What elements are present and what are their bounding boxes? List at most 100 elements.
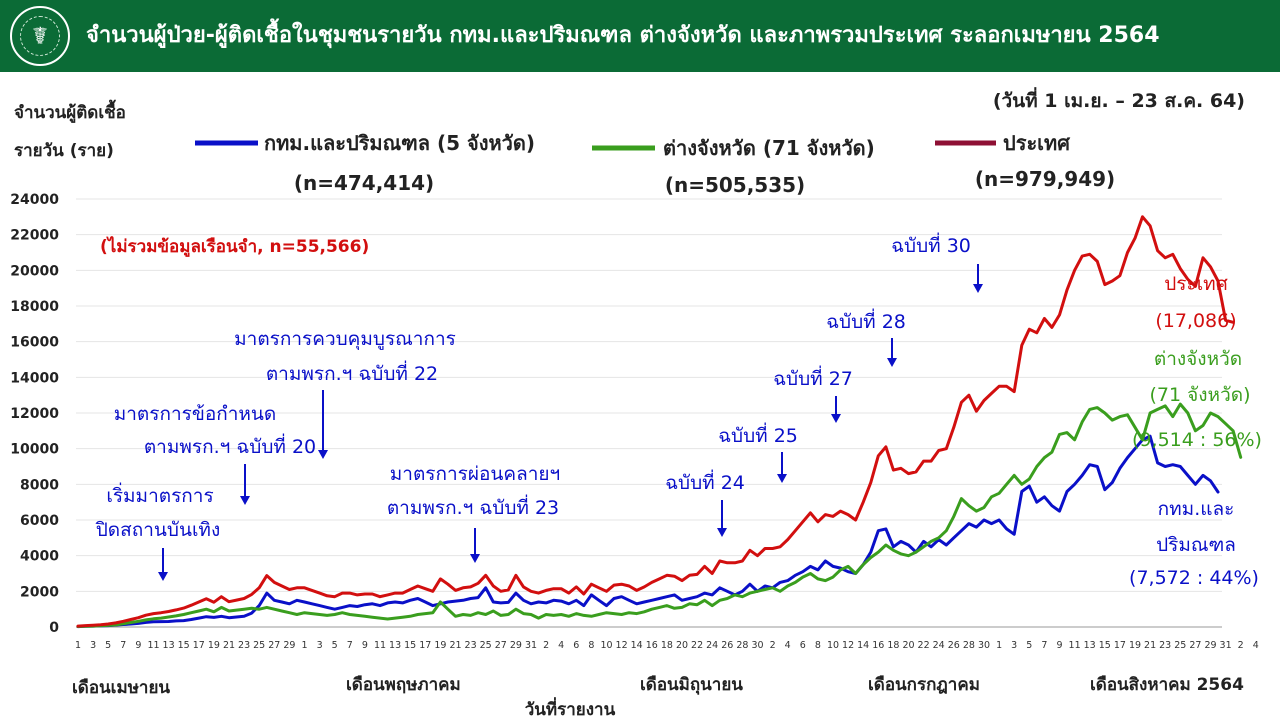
exclusion-note: (ไม่รวมข้อมูลเรือนจำ, n=55,566) — [100, 236, 369, 258]
annotation-decree-22: มาตรการควบคุมบูรณาการ ตามพรก.ฯ ฉบับที่ 2… — [234, 328, 456, 459]
x-tick-label: 24 — [933, 640, 945, 651]
legend-n-bkk: (n=474,414) — [294, 171, 434, 195]
gridlines — [76, 198, 1222, 592]
y-tick-label: 22000 — [10, 228, 59, 244]
end-label-bkk-line-3: (7,572 : 44%) — [1129, 567, 1259, 589]
annotation-decree-23-line-2: ตามพรก.ฯ ฉบับที่ 23 — [387, 494, 559, 519]
month-label-april: เดือนเมษายน — [72, 677, 170, 698]
x-tick-label: 25 — [1174, 640, 1186, 651]
end-label-country-line-2: (17,086) — [1155, 310, 1236, 332]
y-tick-label: 24000 — [10, 192, 59, 208]
end-label-bkk: กทม.และ ปริมณฑล (7,572 : 44%) — [1129, 498, 1259, 589]
x-tick-label: 14 — [857, 640, 869, 651]
page-title: จำนวนผู้ป่วย-ผู้ติดเชื้อในชุมชนรายวัน กท… — [86, 23, 1160, 48]
x-tick-label: 10 — [600, 640, 612, 651]
x-tick-label: 30 — [978, 640, 990, 651]
x-tick-label: 15 — [178, 640, 190, 651]
x-tick-label: 20 — [902, 640, 914, 651]
x-tick-label: 5 — [1026, 640, 1032, 651]
y-tick-label: 18000 — [10, 299, 59, 315]
x-tick-label: 6 — [573, 640, 579, 651]
x-tick-label: 2 — [1238, 640, 1244, 651]
x-tick-label: 2 — [770, 640, 776, 651]
header-bar: ☤ จำนวนผู้ป่วย-ผู้ติดเชื้อในชุมชนรายวัน … — [0, 0, 1280, 72]
x-tick-label: 18 — [661, 640, 673, 651]
x-tick-label: 1 — [996, 640, 1002, 651]
x-tick-label: 15 — [404, 640, 416, 651]
annotation-decree-28-arrowhead — [887, 358, 897, 367]
x-tick-label: 13 — [1084, 640, 1096, 651]
y-tick-label: 8000 — [20, 477, 59, 493]
series-lines — [76, 215, 1243, 629]
x-tick-label: 14 — [631, 640, 643, 651]
x-tick-label: 11 — [374, 640, 386, 651]
x-tick-label: 5 — [105, 640, 111, 651]
legend: กทม.และปริมณฑล (5 จังหวัด) (n=474,414) ต… — [195, 131, 1115, 197]
x-tick-label: 20 — [676, 640, 688, 651]
y-tick-label: 20000 — [10, 263, 59, 279]
legend-label-provinces: ต่างจังหวัด (71 จังหวัด) — [663, 136, 875, 160]
x-tick-label: 10 — [827, 640, 839, 651]
annotation-decree-24-arrowhead — [717, 528, 727, 537]
x-tick-label: 29 — [283, 640, 295, 651]
x-tick-label: 17 — [193, 640, 205, 651]
x-tick-label: 7 — [347, 640, 353, 651]
y-axis-label-line-2: รายวัน (ราย) — [14, 141, 114, 161]
legend-n-provinces: (n=505,535) — [665, 173, 805, 197]
annotation-decree-25: ฉบับที่ 25 — [718, 422, 798, 483]
x-tick-label: 9 — [135, 640, 141, 651]
x-tick-label: 12 — [842, 640, 854, 651]
end-label-provinces: ต่างจังหวัด (71 จังหวัด) (9,514 : 56%) — [1132, 348, 1262, 451]
x-tick-label: 26 — [948, 640, 960, 651]
x-tick-label: 15 — [1099, 640, 1111, 651]
annotation-decree-20: มาตรการข้อกำหนด ตามพรก.ฯ ฉบับที่ 20 — [114, 403, 316, 505]
annotation-decree-27: ฉบับที่ 27 — [773, 365, 853, 423]
y-tick-label: 2000 — [20, 584, 59, 600]
x-axis-ticks: 1 3 5 7 9 11 13 15 17 19 21 23 25 27 29 1 3 5 7 9 11 13 15 17 19… — [75, 640, 1259, 651]
x-tick-label: 1 — [301, 640, 307, 651]
end-label-bkk-line-2: ปริมณฑล — [1156, 534, 1236, 556]
annotation-entertainment: เริ่มมาตรการ ปิดสถานบันเทิง — [95, 482, 220, 581]
date-range: (วันที่ 1 เม.ย. – 23 ส.ค. 64) — [993, 87, 1245, 112]
month-label-august: เดือนสิงหาคม 2564 — [1090, 674, 1244, 695]
x-tick-label: 31 — [1220, 640, 1232, 651]
x-tick-label: 26 — [721, 640, 733, 651]
x-tick-label: 13 — [163, 640, 175, 651]
annotation-entertainment-line-1: เริ่มมาตรการ — [106, 482, 213, 507]
series-line-country — [76, 215, 1235, 628]
month-label-july: เดือนกรกฎาคม — [868, 674, 980, 695]
x-tick-label: 23 — [465, 640, 477, 651]
x-tick-label: 2 — [543, 640, 549, 651]
annotation-decree-25-arrowhead — [777, 474, 787, 483]
x-tick-label: 3 — [90, 640, 96, 651]
x-tick-label: 25 — [253, 640, 265, 651]
y-tick-label: 14000 — [10, 370, 59, 386]
annotation-decree-30: ฉบับที่ 30 — [891, 232, 983, 293]
end-label-bkk-line-1: กทม.และ — [1158, 498, 1235, 520]
x-tick-label: 12 — [616, 640, 628, 651]
y-tick-label: 10000 — [10, 442, 59, 458]
x-tick-label: 16 — [646, 640, 658, 651]
end-label-country-line-1: ประเทศ — [1164, 273, 1228, 295]
annotation-decree-24-label: ฉบับที่ 24 — [665, 469, 745, 494]
x-tick-label: 9 — [362, 640, 368, 651]
legend-label-country: ประเทศ — [1003, 131, 1071, 155]
month-label-june: เดือนมิถุนายน — [640, 674, 743, 695]
x-tick-label: 18 — [887, 640, 899, 651]
x-tick-label: 17 — [419, 640, 431, 651]
moph-emblem-icon: ☤ — [10, 6, 70, 66]
series-line-bkk — [76, 434, 1220, 629]
x-tick-label: 4 — [785, 640, 791, 651]
annotation-decree-30-label: ฉบับที่ 30 — [891, 232, 971, 257]
annotation-decree-27-label: ฉบับที่ 27 — [773, 365, 853, 390]
annotation-entertainment-line-2: ปิดสถานบันเทิง — [95, 519, 220, 541]
y-axis-ticks: 0 2000 4000 6000 8000 10000 12000 14000 16000 180… — [10, 192, 59, 636]
x-tick-label: 21 — [223, 640, 235, 651]
end-label-provinces-line-3: (9,514 : 56%) — [1132, 429, 1262, 451]
annotation-decree-24: ฉบับที่ 24 — [665, 469, 745, 537]
x-tick-label: 1 — [75, 640, 81, 651]
y-tick-label: 4000 — [20, 549, 59, 565]
annotation-decree-22-line-2: ตามพรก.ฯ ฉบับที่ 22 — [266, 360, 438, 385]
annotation-decree-25-label: ฉบับที่ 25 — [718, 422, 798, 447]
x-tick-label: 17 — [1114, 640, 1126, 651]
